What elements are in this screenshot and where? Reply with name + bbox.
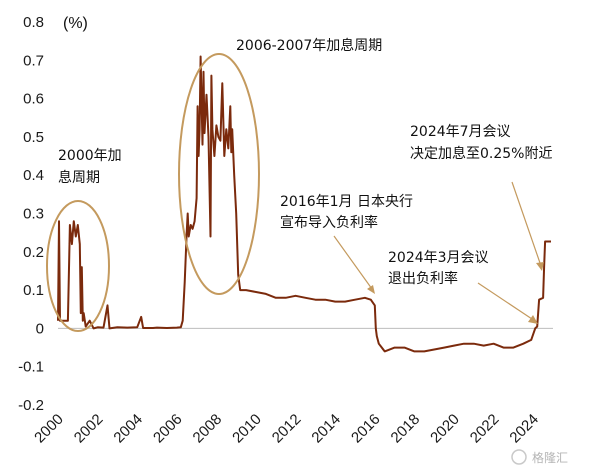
x-tick-label: 2022: [467, 411, 503, 447]
annotation-2000-line1: 2000年加: [58, 148, 122, 164]
annotation-2024-march: 2024年3月会议 退出负利率: [388, 250, 493, 287]
y-tick-label: 0.1: [23, 282, 44, 299]
arrow-2016-line: [333, 235, 373, 290]
annotation-2016-line2: 宣布导入负利率: [280, 214, 378, 231]
arrow-2024-july-line: [511, 181, 541, 264]
x-tick-label: 2006: [150, 411, 186, 447]
watermark: 格隆汇: [511, 449, 568, 465]
annotation-march-line2: 退出负利率: [388, 270, 458, 287]
series-layer: [57, 55, 551, 353]
ellipse-2000-cycle: [46, 200, 110, 332]
y-tick-label: 0.3: [23, 206, 44, 223]
x-tick-label: 2010: [229, 411, 265, 447]
y-tick-label: 0.8: [23, 14, 44, 31]
y-tick-label: 0.5: [23, 129, 44, 146]
y-axis-unit: (%): [63, 15, 88, 32]
y-tick-label: 0: [36, 320, 44, 337]
y-tick-label: 0.2: [23, 244, 44, 261]
annotation-march-line1: 2024年3月会议: [388, 250, 489, 266]
annotation-july-line2: 决定加息至0.25%附近: [410, 145, 552, 162]
x-tick-label: 2024: [506, 411, 542, 447]
annotation-july-line1: 2024年7月会议: [410, 124, 511, 140]
arrow-2016-head: [367, 285, 375, 294]
ellipse-2006-2007-cycle: [178, 53, 260, 295]
series-line-0: [57, 55, 551, 353]
arrow-2024-march-head: [528, 315, 538, 324]
arrow-2024-march-line: [477, 282, 533, 320]
annotation-2006-2007-cycle: 2006-2007年加息周期: [236, 37, 382, 54]
x-tick-label: 2018: [388, 411, 424, 447]
x-tick-label: 2002: [71, 411, 107, 447]
annotation-2016-negative-rate: 2016年1月 日本央行 宣布导入负利率: [280, 194, 417, 231]
annotation-2016-line1: 2016年1月 日本央行: [280, 194, 413, 210]
y-tick-label: -0.2: [18, 397, 44, 414]
y-tick-label: 0.4: [23, 167, 44, 184]
x-tick-label: 2012: [269, 411, 305, 447]
x-tick-label: 2000: [31, 411, 67, 447]
y-axis: 0.8 0.7 0.6 0.5 0.4 0.3 0.2 0.1 0 -0.1 -0.2: [18, 14, 44, 414]
x-tick-label: 2020: [427, 411, 463, 447]
x-tick-label: 2016: [348, 411, 384, 447]
annotation-2024-july: 2024年7月会议 决定加息至0.25%附近: [410, 124, 552, 162]
y-tick-label: 0.6: [23, 91, 44, 108]
watermark-logo-icon: [511, 449, 527, 465]
y-tick-label: -0.1: [18, 359, 44, 376]
annotation-2006-line1: 2006-2007年加息周期: [236, 37, 382, 54]
x-tick-label: 2014: [308, 411, 344, 447]
watermark-text: 格隆汇: [532, 450, 568, 465]
y-tick-label: 0.7: [23, 52, 44, 69]
annotation-2000-cycle: 2000年加 息周期: [58, 148, 126, 186]
x-tick-label: 2008: [190, 411, 226, 447]
x-axis: 2000 2002 2004 2006 2008 2010 2012 2014 2016 2018…: [31, 411, 542, 447]
annotation-2000-line2: 息周期: [58, 169, 100, 186]
x-tick-label: 2004: [110, 411, 146, 447]
arrow-2024-july-head: [536, 262, 544, 271]
